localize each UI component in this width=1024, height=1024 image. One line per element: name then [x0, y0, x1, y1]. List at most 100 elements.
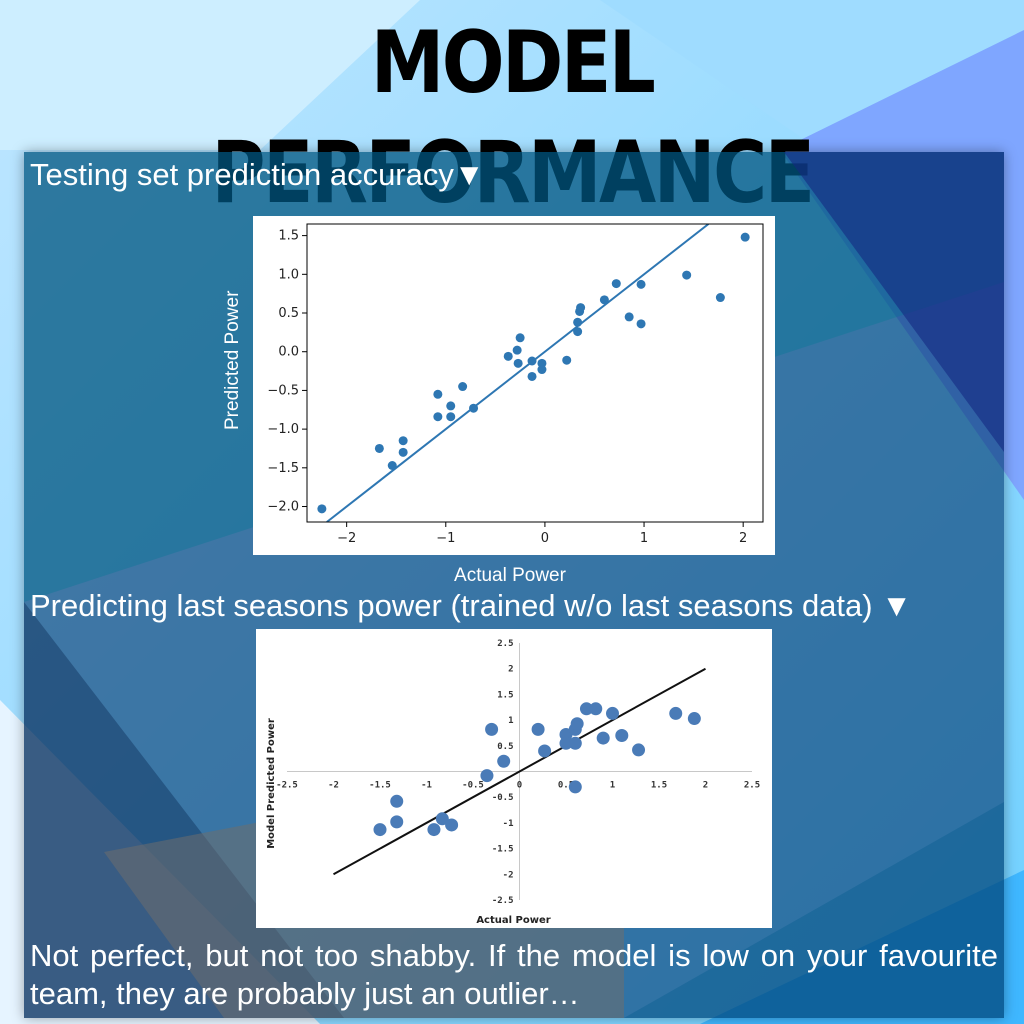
chart1-ytick-label: 1.0	[278, 267, 299, 282]
chart1-point	[715, 293, 725, 303]
chart1-ylabel: Predicted Power	[222, 290, 243, 430]
chart2-xtick-label: 1	[610, 781, 615, 791]
chart1-point	[446, 412, 456, 422]
chart1-point	[636, 279, 646, 289]
chart1-xtick-label: 2	[739, 531, 747, 546]
chart2-point	[497, 754, 511, 768]
chart2-point	[538, 744, 552, 758]
chart1-xlabel: Actual Power	[454, 565, 566, 586]
chart1-point	[740, 232, 750, 242]
chart1-point	[433, 389, 443, 399]
chart1-point	[527, 371, 537, 381]
chart1-ytick-label: 0.0	[278, 345, 299, 360]
chart2-ytick-label: -0.5	[492, 793, 514, 803]
chart2-xtick-label: 0	[517, 781, 522, 791]
chart1-ytick-label: 0.5	[278, 306, 299, 321]
chart2-point	[531, 722, 545, 736]
chart1-point	[576, 303, 586, 313]
chart2-point	[570, 717, 584, 731]
chart1-point	[512, 345, 522, 355]
chart2-point	[373, 823, 387, 837]
chart1-point	[515, 333, 525, 343]
chart2-point	[596, 731, 610, 745]
chart1-point	[398, 436, 408, 446]
chart1-ytick-label: −1.5	[267, 461, 299, 476]
chart2-ytick-label: 2.5	[497, 639, 513, 649]
chart1-point	[573, 327, 583, 337]
chart1-point	[503, 351, 513, 361]
chart1-point	[562, 355, 572, 365]
chart-last-season-svg: -2.5 -2 -1.5 -1 -0.5 0 0.5 1 1.5 2 2.52.521.510.5-…	[266, 639, 760, 926]
caption-last-season: Predicting last seasons power (trained w…	[30, 588, 912, 623]
chart1-point	[682, 270, 692, 280]
footer-text: Not perfect, but not too shabby. If the …	[30, 938, 998, 1011]
chart2-point	[568, 780, 582, 794]
chart2-xtick-label: 0.5	[558, 781, 574, 791]
chart2-xlabel: Actual Power	[476, 915, 550, 926]
chart1-point	[636, 319, 646, 329]
chart1-point	[458, 382, 468, 392]
chart2-xtick-label: 1.5	[651, 781, 667, 791]
chart2-point	[669, 706, 683, 720]
chart1-point	[527, 356, 537, 366]
chart2-point	[606, 706, 619, 720]
chart2-xtick-label: -1.5	[369, 781, 391, 791]
chart1-point	[599, 295, 609, 305]
chart2-ytick-label: -1.5	[492, 845, 514, 855]
chart2-xtick-label: -2.5	[276, 781, 298, 791]
chart2-ytick-label: 2	[508, 665, 513, 675]
chart2-point	[687, 712, 701, 726]
chart2-point	[427, 823, 441, 837]
chart2-xtick-label: 2	[703, 781, 708, 791]
chart1-xtick-label: 1	[640, 531, 648, 546]
chart2-point	[632, 743, 646, 757]
chart1-point	[573, 317, 583, 327]
chart1-xtick-label: −1	[436, 531, 455, 546]
chart2-ytick-label: 1	[508, 716, 513, 726]
chart2-point	[579, 702, 593, 716]
chart1-point	[387, 460, 397, 470]
chart2-point	[480, 769, 494, 783]
chart2-xtick-label: -0.5	[462, 781, 484, 791]
chart1-xtick-label: 0	[541, 531, 549, 546]
chart2-point	[390, 815, 404, 829]
chart1-point	[513, 358, 523, 368]
chart1-fit-line	[326, 224, 710, 522]
chart2-ylabel: Model Predicted Power	[266, 718, 277, 849]
chart2-xtick-label: 2.5	[744, 781, 760, 791]
chart2-ytick-label: -2.5	[492, 896, 514, 906]
chart1-ytick-label: −2.0	[267, 500, 299, 515]
chart1-ytick-label: 1.5	[278, 229, 299, 244]
chart2-point	[390, 794, 404, 808]
chart1-point	[433, 412, 443, 422]
chart2-ytick-label: -2	[503, 870, 514, 880]
chart2-point	[435, 812, 449, 826]
chart2-xtick-label: -1	[421, 781, 432, 791]
chart2-point	[589, 702, 603, 716]
chart2-point	[568, 736, 582, 750]
chart1-xtick-label: −2	[337, 531, 356, 546]
chart-testing-set-svg: −2 −1 0 1 2 −2.0 −1.5 −1.0 −0.5 0.0 0.5 1.0 1.5	[267, 223, 764, 546]
chart1-ytick-label: −1.0	[267, 422, 299, 437]
chart2-ytick-label: -1	[503, 819, 514, 829]
chart1-point	[537, 358, 547, 368]
chart1-point	[317, 504, 327, 514]
chart1-point	[624, 312, 634, 322]
chart2-point	[615, 729, 629, 743]
chart2-xtick-label: -2	[328, 781, 339, 791]
chart2-ytick-label: 0.5	[497, 742, 513, 752]
chart1-point	[537, 365, 547, 375]
chart1-point	[374, 443, 384, 453]
chart-last-season: -2.5 -2 -1.5 -1 -0.5 0 0.5 1 1.5 2 2.5 2.5 2 1.5 1 0.5-…	[256, 629, 772, 928]
chart2-point	[485, 722, 499, 736]
chart1-point	[469, 403, 479, 413]
chart2-point	[445, 818, 459, 832]
chart-testing-set: −2 −1 0 1 2 −2.0 −1.5 −1.0 −0.5 0.0 0.5 1.0 1.5	[253, 216, 775, 555]
chart1-point	[398, 447, 408, 457]
chart2-ytick-label: 1.5	[497, 690, 513, 700]
chart1-frame	[306, 223, 764, 523]
chart1-point	[446, 401, 456, 411]
chart1-point	[611, 279, 621, 289]
chart2-point	[559, 736, 573, 750]
chart1-ytick-label: −0.5	[267, 383, 299, 398]
